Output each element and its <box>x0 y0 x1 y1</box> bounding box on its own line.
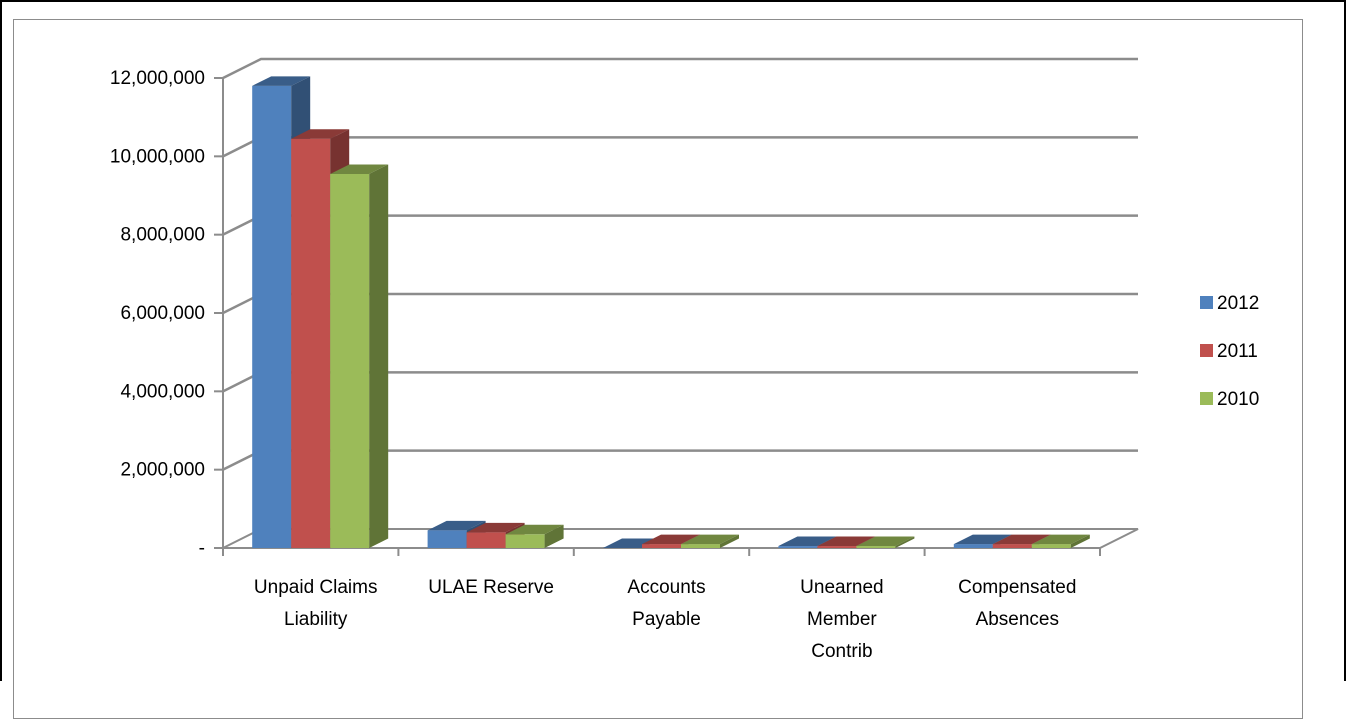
category-label: Liability <box>284 609 348 630</box>
bar-front <box>953 544 993 548</box>
bar-side <box>1070 534 1090 548</box>
bar-front <box>681 544 720 548</box>
y-tick-label: 12,000,000 <box>110 68 205 89</box>
bar <box>505 524 564 548</box>
legend-label: 2012 <box>1217 293 1259 314</box>
bar <box>330 164 389 549</box>
bar-front <box>466 532 506 548</box>
category-label: Absences <box>976 609 1059 630</box>
bar-side <box>544 524 564 548</box>
bar <box>681 534 739 548</box>
legend-swatch <box>1200 392 1213 405</box>
category-label: Member <box>807 609 877 630</box>
bar-top <box>330 164 389 174</box>
bar-front <box>252 85 292 548</box>
bars <box>252 76 1090 549</box>
bar-front <box>992 544 1032 548</box>
bar-top <box>642 534 700 545</box>
bar-top <box>427 520 486 531</box>
y-tick-label: 8,000,000 <box>120 225 205 246</box>
bar-top <box>778 536 837 547</box>
category-label: Contrib <box>811 641 872 662</box>
legend-label: 2010 <box>1217 389 1259 410</box>
bar-front <box>817 546 857 548</box>
bar-top <box>953 534 1012 545</box>
gridline <box>222 136 1138 158</box>
y-tick-label: 6,000,000 <box>120 303 205 324</box>
bar-side <box>720 534 739 548</box>
y-tick-label: 4,000,000 <box>120 381 205 402</box>
legend-swatch <box>1200 344 1213 357</box>
y-tick-label: - <box>199 538 205 559</box>
legend: 2012 2011 2010 <box>1200 293 1259 410</box>
bar-top <box>291 129 350 139</box>
bar-side <box>895 536 915 548</box>
bar-front <box>505 534 545 548</box>
bar-top <box>466 522 525 533</box>
bar <box>856 536 915 548</box>
category-label: Unpaid Claims <box>254 577 378 598</box>
gridline <box>222 57 1138 80</box>
category-label: Unearned <box>800 577 883 598</box>
bar-top <box>252 76 311 86</box>
bar <box>1031 534 1090 548</box>
legend-swatch <box>1200 296 1213 309</box>
category-label: Accounts <box>627 577 705 598</box>
bar-top <box>856 536 915 547</box>
bar-top <box>681 534 739 545</box>
bar-top <box>505 524 564 535</box>
bar-front <box>856 546 896 548</box>
chart-area: - 2,000,000 4,000,000 6,000,000 8,000,000 10,… <box>110 57 1259 662</box>
bar-front <box>778 546 818 548</box>
category-label: Payable <box>632 609 701 630</box>
outer-border <box>0 0 1346 681</box>
bar-front <box>291 138 331 549</box>
bar-top <box>992 534 1051 545</box>
category-label: ULAE Reserve <box>428 577 554 598</box>
bar-front <box>427 530 467 548</box>
bar-side <box>369 164 389 549</box>
category-labels: Unpaid Claims Liability ULAE Reserve Accoun… <box>254 577 1077 662</box>
bar-top <box>1031 534 1090 545</box>
legend-label: 2011 <box>1217 341 1258 362</box>
category-label: Compensated <box>958 577 1076 598</box>
y-axis <box>214 77 1101 556</box>
y-tick-labels: - 2,000,000 4,000,000 6,000,000 8,000,000 10,… <box>110 68 205 559</box>
bar-front <box>330 173 370 549</box>
bar-front <box>1031 544 1071 548</box>
y-tick-label: 10,000,000 <box>110 146 205 167</box>
bar-front <box>642 544 681 548</box>
bar-top <box>817 536 876 547</box>
y-tick-label: 2,000,000 <box>120 460 205 481</box>
